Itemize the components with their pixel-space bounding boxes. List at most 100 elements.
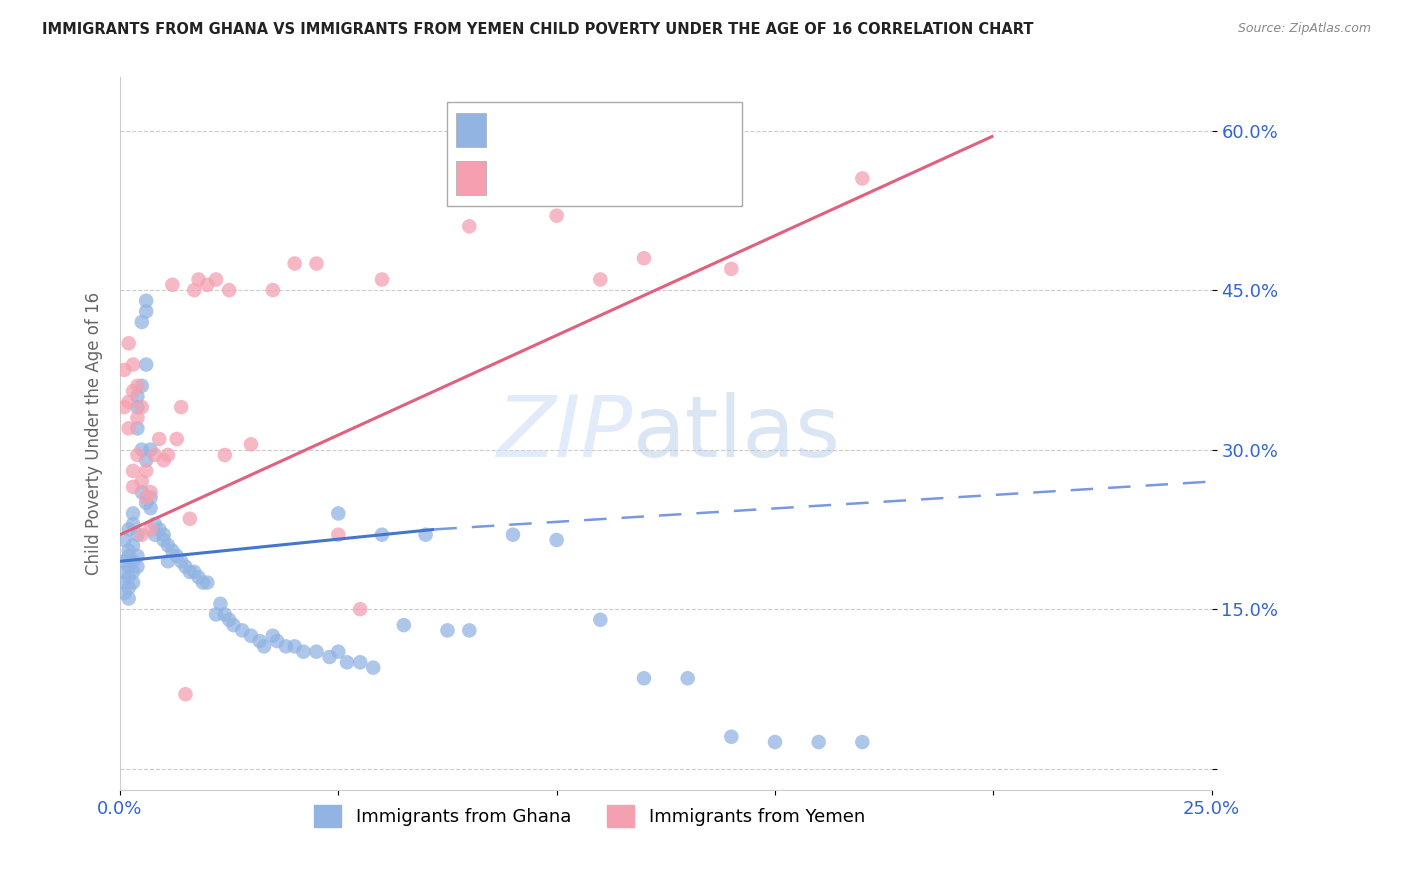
Point bbox=[361, 660, 384, 674]
Point bbox=[135, 358, 157, 372]
Point bbox=[118, 543, 141, 558]
Point bbox=[122, 384, 145, 398]
Point bbox=[349, 602, 371, 616]
Point bbox=[174, 687, 197, 701]
Point bbox=[266, 634, 288, 648]
Point bbox=[328, 527, 350, 541]
Point bbox=[152, 527, 174, 541]
Point bbox=[720, 261, 742, 276]
Point bbox=[139, 522, 162, 536]
Point bbox=[112, 533, 135, 547]
Point bbox=[122, 554, 145, 568]
Point bbox=[170, 400, 193, 414]
Point bbox=[240, 629, 263, 643]
Point bbox=[118, 581, 141, 595]
Y-axis label: Child Poverty Under the Age of 16: Child Poverty Under the Age of 16 bbox=[86, 292, 103, 575]
Point bbox=[218, 613, 240, 627]
Point bbox=[143, 448, 166, 462]
Point bbox=[118, 394, 141, 409]
Point bbox=[112, 565, 135, 579]
Point bbox=[156, 538, 179, 552]
Point bbox=[118, 591, 141, 606]
Point bbox=[135, 491, 157, 505]
Point bbox=[249, 634, 271, 648]
Point bbox=[195, 575, 218, 590]
Point bbox=[131, 400, 153, 414]
Point bbox=[112, 586, 135, 600]
Point bbox=[214, 607, 236, 622]
Text: IMMIGRANTS FROM GHANA VS IMMIGRANTS FROM YEMEN CHILD POVERTY UNDER THE AGE OF 16: IMMIGRANTS FROM GHANA VS IMMIGRANTS FROM… bbox=[42, 22, 1033, 37]
Point bbox=[112, 363, 135, 377]
Point bbox=[166, 549, 188, 563]
Point bbox=[179, 512, 201, 526]
Point bbox=[174, 559, 197, 574]
Point bbox=[118, 522, 141, 536]
Point bbox=[127, 379, 149, 393]
Point bbox=[262, 283, 284, 297]
Point bbox=[131, 527, 153, 541]
Point bbox=[187, 272, 209, 286]
Point bbox=[183, 283, 205, 297]
Point bbox=[371, 527, 394, 541]
Point bbox=[336, 655, 359, 669]
Point bbox=[131, 379, 153, 393]
Point bbox=[127, 448, 149, 462]
Text: Source: ZipAtlas.com: Source: ZipAtlas.com bbox=[1237, 22, 1371, 36]
Point bbox=[218, 283, 240, 297]
Point bbox=[139, 442, 162, 457]
Point bbox=[371, 272, 394, 286]
Point bbox=[152, 533, 174, 547]
Point bbox=[143, 527, 166, 541]
Point bbox=[170, 554, 193, 568]
Point bbox=[127, 389, 149, 403]
Point bbox=[162, 543, 184, 558]
Point bbox=[135, 496, 157, 510]
Point bbox=[415, 527, 437, 541]
Point bbox=[589, 613, 612, 627]
Point bbox=[292, 645, 315, 659]
Point bbox=[162, 277, 184, 292]
Point bbox=[458, 219, 481, 234]
Point bbox=[127, 410, 149, 425]
Point bbox=[135, 453, 157, 467]
Point bbox=[118, 421, 141, 435]
Point bbox=[127, 421, 149, 435]
Point bbox=[392, 618, 415, 632]
Point bbox=[127, 549, 149, 563]
Point bbox=[318, 650, 340, 665]
Point bbox=[122, 538, 145, 552]
Point bbox=[131, 315, 153, 329]
Point bbox=[122, 464, 145, 478]
Point bbox=[152, 453, 174, 467]
Point bbox=[127, 400, 149, 414]
Point bbox=[589, 272, 612, 286]
Point bbox=[458, 624, 481, 638]
Point bbox=[183, 565, 205, 579]
Point bbox=[807, 735, 830, 749]
Point bbox=[122, 517, 145, 532]
Point bbox=[205, 607, 228, 622]
Point bbox=[676, 671, 699, 685]
Point bbox=[135, 293, 157, 308]
Point bbox=[763, 735, 786, 749]
Point bbox=[222, 618, 245, 632]
Point bbox=[262, 629, 284, 643]
Point bbox=[131, 442, 153, 457]
Point bbox=[502, 527, 524, 541]
Point bbox=[328, 645, 350, 659]
Point bbox=[166, 432, 188, 446]
Point bbox=[205, 272, 228, 286]
Point bbox=[633, 671, 655, 685]
Point bbox=[253, 640, 276, 654]
Point bbox=[214, 448, 236, 462]
Point bbox=[240, 437, 263, 451]
Text: ZIP: ZIP bbox=[496, 392, 633, 475]
Text: atlas: atlas bbox=[633, 392, 841, 475]
Point bbox=[122, 575, 145, 590]
Point bbox=[131, 475, 153, 489]
Point bbox=[328, 507, 350, 521]
Point bbox=[851, 171, 873, 186]
Point bbox=[305, 256, 328, 270]
Point bbox=[131, 485, 153, 500]
Point bbox=[851, 735, 873, 749]
